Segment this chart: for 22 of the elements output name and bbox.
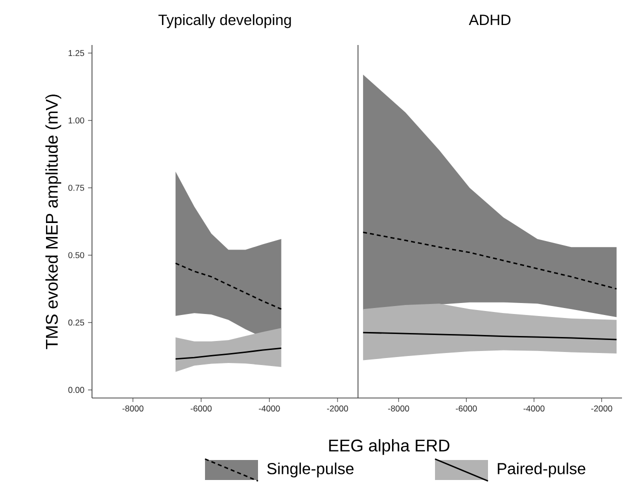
x-tick-label: -2000 xyxy=(327,406,348,412)
legend-label: Single-pulse xyxy=(267,462,354,478)
x-tick-label: -6000 xyxy=(456,406,477,412)
x-tick-label: -2000 xyxy=(591,406,612,412)
x-tick-label: -8000 xyxy=(122,406,144,412)
x-axis-title: EEG alpha ERD xyxy=(329,439,450,455)
chart-title: Typically developing xyxy=(158,14,291,28)
y-tick-label: 1.00 xyxy=(68,117,84,124)
y-tick-label: 0.00 xyxy=(68,386,84,393)
line-series xyxy=(174,347,282,360)
y-tick-label: 1.25 xyxy=(68,50,84,56)
legend-label: Paired-pulse xyxy=(498,462,586,478)
y-tick-label: 0.25 xyxy=(68,320,84,326)
y-tick-label: 0.50 xyxy=(68,252,84,258)
line-series xyxy=(174,262,282,310)
x-tick-label: -6000 xyxy=(190,406,212,412)
x-tick-label: -4000 xyxy=(258,406,280,412)
x-tick-label: -4000 xyxy=(524,406,544,412)
x-tick-label: -8000 xyxy=(388,406,410,412)
y-tick-label: 0.75 xyxy=(68,184,84,191)
y-axis-title: TMS evoked MEP amplitude (mV) xyxy=(45,94,62,350)
chart-title: ADHD xyxy=(468,14,510,26)
